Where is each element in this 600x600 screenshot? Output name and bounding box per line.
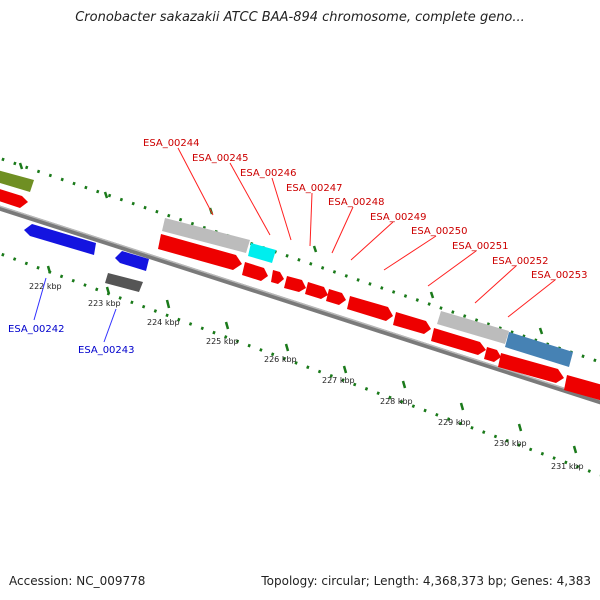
- forward-gene-arrow[interactable]: [347, 296, 393, 321]
- reverse-gene-arrow[interactable]: [24, 224, 96, 255]
- gene-label-esa-00242[interactable]: ESA_00242: [8, 324, 65, 335]
- ruler-label: 231 kbp: [551, 462, 584, 471]
- forward-label-lines: [177, 147, 556, 318]
- forward-gene-arrow[interactable]: [498, 353, 564, 383]
- gene-label-esa-00244[interactable]: ESA_00244: [143, 138, 200, 149]
- accession-text: Accession: NC_009778: [9, 574, 146, 588]
- ruler-label: 226 kbp: [264, 355, 297, 364]
- ruler-label: 224 kbp: [147, 318, 180, 327]
- ruler-labels: 222 kbp 223 kbp 224 kbp 225 kbp 226 kbp …: [29, 282, 584, 471]
- forward-gene-labels: ESA_00244 ESA_00245 ESA_00246 ESA_00247 …: [143, 138, 588, 281]
- gene-label-esa-00251[interactable]: ESA_00251: [452, 241, 509, 252]
- topology-summary: Topology: circular; Length: 4,368,373 bp…: [261, 574, 591, 588]
- gene-label-esa-00247[interactable]: ESA_00247: [286, 183, 343, 194]
- grey-feature[interactable]: [105, 273, 143, 292]
- inner-ring-ticks: [46, 265, 578, 454]
- forward-gene-arrow[interactable]: [326, 289, 346, 305]
- gene-label-esa-00252[interactable]: ESA_00252: [492, 256, 549, 267]
- ruler-label: 229 kbp: [438, 418, 471, 427]
- forward-gene-arrow[interactable]: [158, 234, 242, 270]
- ruler-label: 228 kbp: [380, 397, 413, 406]
- grey-feature[interactable]: [162, 218, 250, 253]
- forward-gene-arrow[interactable]: [0, 186, 28, 208]
- ruler-label: 223 kbp: [88, 299, 121, 308]
- gene-label-esa-00253[interactable]: ESA_00253: [531, 270, 588, 281]
- reverse-gene-arrow[interactable]: [115, 251, 149, 271]
- gene-label-esa-00249[interactable]: ESA_00249: [370, 212, 427, 223]
- forward-gene-arrow[interactable]: [484, 347, 501, 362]
- olive-feature[interactable]: [0, 168, 34, 192]
- forward-gene-arrow[interactable]: [305, 282, 328, 299]
- inner-dotted-ring: [0, 252, 600, 477]
- ruler-label: 230 kbp: [494, 439, 527, 448]
- ruler-label: 227 kbp: [322, 376, 355, 385]
- forward-gene-arrow[interactable]: [393, 312, 431, 334]
- backbone: [0, 205, 600, 405]
- gene-label-esa-00245[interactable]: ESA_00245: [192, 153, 249, 164]
- ruler-label: 222 kbp: [29, 282, 62, 291]
- forward-gene-arrow[interactable]: [242, 262, 268, 281]
- map-title: Cronobacter sakazakii ATCC BAA-894 chrom…: [75, 10, 525, 25]
- gene-label-esa-00250[interactable]: ESA_00250: [411, 226, 468, 237]
- reverse-gene-labels: ESA_00242 ESA_00243: [8, 324, 135, 356]
- features: [0, 168, 600, 403]
- forward-gene-arrow[interactable]: [564, 375, 600, 403]
- cyan-feature[interactable]: [248, 243, 276, 263]
- forward-gene-arrow[interactable]: [431, 328, 486, 355]
- gene-label-esa-00248[interactable]: ESA_00248: [328, 197, 385, 208]
- ruler-label: 225 kbp: [206, 337, 239, 346]
- grey-feature[interactable]: [437, 311, 509, 344]
- reverse-label-lines: [33, 277, 117, 343]
- steel-blue-feature[interactable]: [505, 332, 573, 367]
- gene-label-esa-00243[interactable]: ESA_00243: [78, 345, 135, 356]
- gene-label-esa-00246[interactable]: ESA_00246: [240, 168, 297, 179]
- forward-gene-arrow[interactable]: [271, 270, 284, 284]
- forward-gene-arrow[interactable]: [284, 276, 306, 292]
